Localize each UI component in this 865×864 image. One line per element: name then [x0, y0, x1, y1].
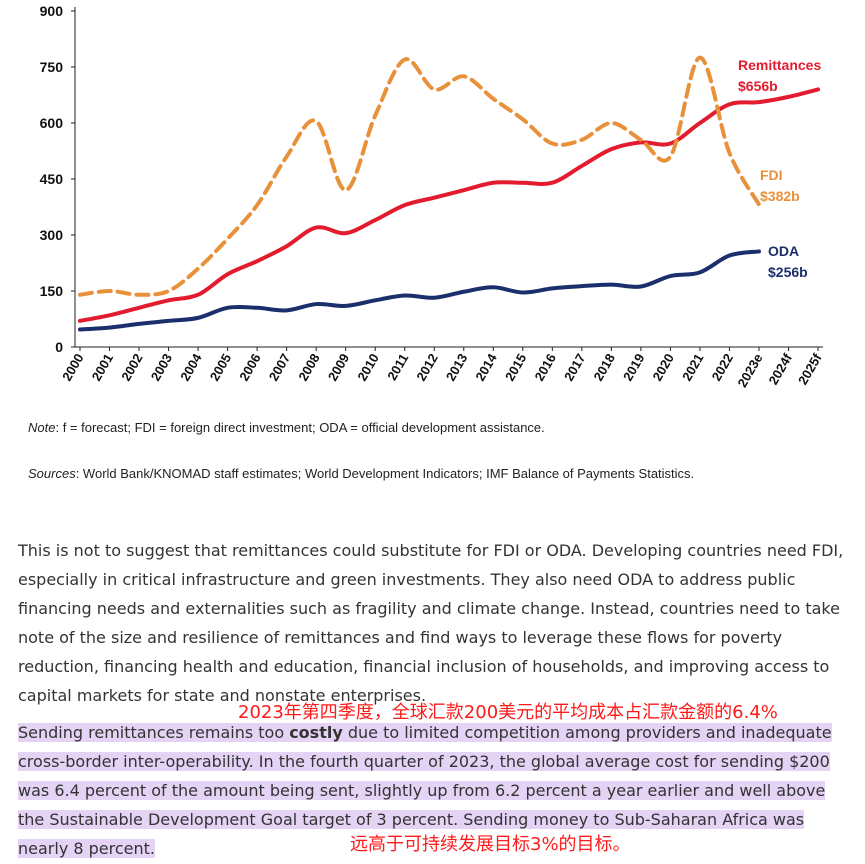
chart-sources: Sources: World Bank/KNOMAD staff estimat… [28, 466, 695, 481]
x-tick-label: 2022 [709, 351, 736, 384]
x-tick-label: 2011 [384, 351, 411, 383]
x-tick-label: 2008 [295, 351, 322, 384]
y-tick-label: 750 [40, 59, 64, 75]
x-tick-label: 2013 [443, 351, 470, 384]
series-label-fdi: FDI [760, 167, 783, 183]
bold-word-costly: costly [289, 723, 343, 742]
x-tick-label: 2003 [148, 351, 175, 384]
x-tick-label: 2024f [765, 350, 795, 387]
article-paragraph-1: This is not to suggest that remittances … [18, 541, 844, 705]
y-tick-label: 450 [40, 171, 64, 187]
series-line-fdi [78, 55, 761, 297]
x-tick-label: 2019 [620, 351, 647, 384]
x-tick-label: 2018 [591, 351, 618, 384]
chart-note: Note: f = forecast; FDI = foreign direct… [28, 420, 545, 435]
x-tick-label: 2007 [266, 351, 293, 384]
x-tick-label: 2014 [472, 350, 500, 383]
y-tick-label: 0 [55, 339, 63, 355]
x-tick-label: 2004 [177, 350, 205, 383]
x-tick-label: 2006 [236, 351, 263, 384]
x-tick-label: 2005 [207, 351, 234, 384]
y-tick-label: 300 [40, 227, 64, 243]
series-line-remittances [78, 87, 820, 323]
x-tick-label: 2000 [59, 351, 86, 384]
series-value-label-oda: $256b [768, 264, 808, 280]
x-tick-label: 2020 [650, 351, 677, 384]
x-tick-label: 2025f [795, 350, 825, 387]
chinese-annotation-1: 2023年第四季度，全球汇款200美元的平均成本占汇款金额的6.4% [238, 702, 778, 723]
series-value-label-remittances: $656b [738, 78, 778, 94]
series-label-oda: ODA [768, 243, 799, 259]
x-tick-label: 2012 [413, 351, 440, 384]
y-tick-label: 150 [40, 283, 64, 299]
x-tick-label: 2002 [118, 351, 145, 384]
x-tick-label: 2021 [679, 351, 706, 384]
chinese-annotation-2: 远高于可持续发展目标3%的目标。 [350, 834, 631, 855]
x-tick-label: 2016 [531, 351, 558, 384]
x-tick-label: 2001 [89, 351, 116, 384]
series-line-oda [78, 249, 761, 332]
series-label-remittances: Remittances [738, 57, 821, 73]
x-tick-label: 2010 [354, 351, 381, 384]
article-paragraph-2: Sending remittances remains too costly d… [18, 718, 848, 863]
y-tick-label: 900 [40, 3, 64, 19]
y-tick-label: 600 [40, 115, 64, 131]
x-tick-label: 2015 [502, 351, 529, 384]
series-value-label-fdi: $382b [760, 188, 800, 204]
x-tick-label: 2023e [734, 351, 765, 390]
x-tick-label: 2017 [561, 351, 588, 384]
x-tick-label: 2009 [325, 351, 352, 384]
